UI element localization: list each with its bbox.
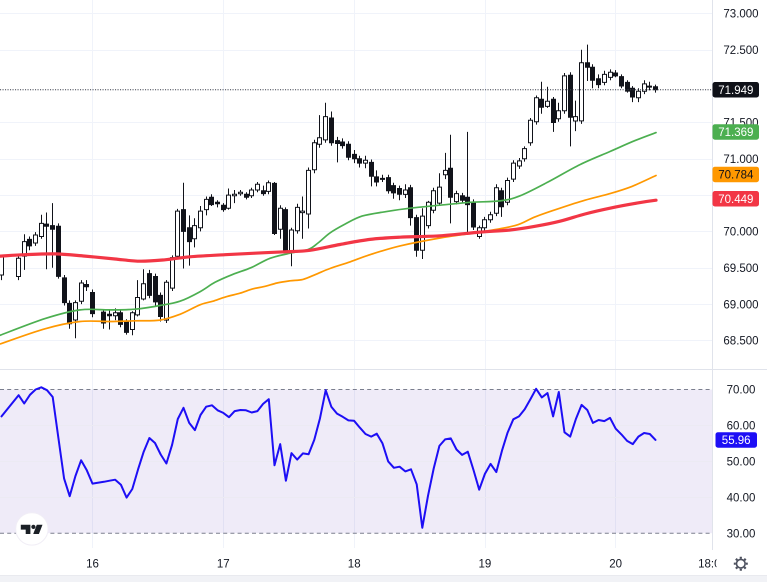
svg-text:68.500: 68.500	[723, 336, 758, 348]
svg-text:19: 19	[479, 559, 492, 571]
svg-text:17: 17	[217, 559, 230, 571]
svg-text:71.949: 71.949	[718, 85, 753, 97]
svg-text:50.00: 50.00	[727, 457, 756, 469]
svg-text:70.784: 70.784	[718, 170, 754, 182]
svg-text:18: 18	[348, 559, 361, 571]
svg-text:71.000: 71.000	[723, 154, 758, 166]
svg-text:70.00: 70.00	[727, 385, 756, 397]
svg-text:20: 20	[609, 559, 622, 571]
svg-text:69.500: 69.500	[723, 263, 758, 275]
svg-text:71.369: 71.369	[718, 127, 753, 139]
svg-text:40.00: 40.00	[727, 493, 756, 505]
svg-text:16: 16	[86, 559, 99, 571]
svg-text:70.000: 70.000	[723, 227, 758, 239]
svg-text:60.00: 60.00	[727, 421, 756, 433]
svg-text:30.00: 30.00	[727, 528, 756, 540]
svg-text:70.449: 70.449	[718, 194, 753, 206]
svg-text:69.000: 69.000	[723, 299, 758, 311]
svg-text:72.500: 72.500	[723, 45, 758, 57]
svg-text:73.000: 73.000	[723, 9, 758, 21]
svg-text:55.96: 55.96	[722, 435, 751, 447]
